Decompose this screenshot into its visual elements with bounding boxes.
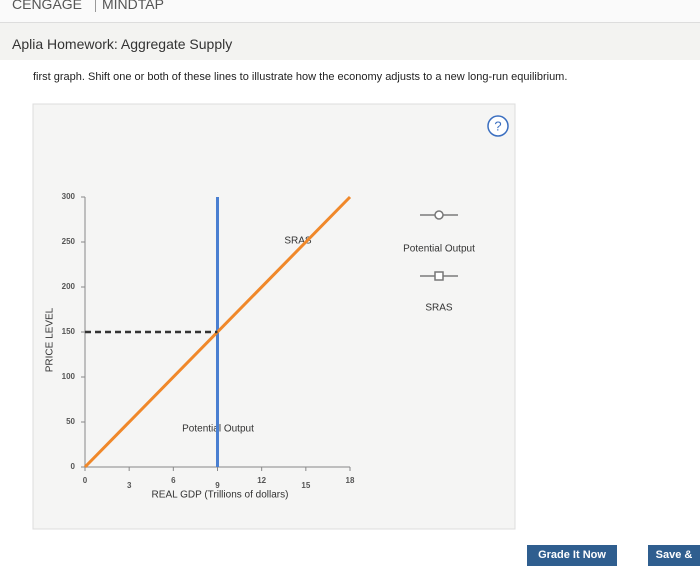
y-tick-label: 100: [62, 372, 76, 381]
help-button[interactable]: [487, 115, 509, 137]
product: MINDTAP: [95, 0, 164, 12]
chart-panel: [32, 103, 516, 530]
save-button[interactable]: Save &: [648, 545, 700, 566]
y-tick-label: 250: [62, 237, 76, 246]
x-axis-label: REAL GDP (Trillions of dollars): [152, 490, 289, 501]
y-tick-label: 200: [62, 282, 76, 291]
legend-label: Potential Output: [403, 244, 475, 255]
x-tick-label: 12: [257, 476, 266, 485]
x-tick-label: 3: [127, 481, 132, 490]
header-bar: CENGAGE MINDTAP: [0, 0, 700, 23]
y-tick-label: 150: [62, 327, 76, 336]
legend-marker[interactable]: [434, 271, 444, 281]
x-tick-label: 6: [171, 476, 176, 485]
instruction: first graph. Shift one or both of these …: [33, 71, 568, 83]
grade-button[interactable]: Grade It Now: [527, 545, 617, 566]
legend-label: SRAS: [425, 303, 453, 314]
x-tick-label: 15: [301, 481, 310, 490]
help-label[interactable]: ?: [494, 118, 501, 133]
y-axis-label: PRICE LEVEL: [45, 307, 56, 372]
x-tick-label: 0: [83, 476, 88, 485]
x-tick-label: 18: [346, 476, 355, 485]
y-tick-label: 50: [66, 417, 75, 426]
page-title: Aplia Homework: Aggregate Supply: [12, 36, 233, 52]
y-tick-label: 300: [62, 192, 76, 201]
brand: CENGAGE: [12, 0, 83, 12]
y-tick-label: 0: [71, 462, 76, 471]
annotation: SRAS: [284, 236, 312, 247]
legend-marker[interactable]: [434, 210, 444, 220]
x-tick-label: 9: [215, 481, 220, 490]
